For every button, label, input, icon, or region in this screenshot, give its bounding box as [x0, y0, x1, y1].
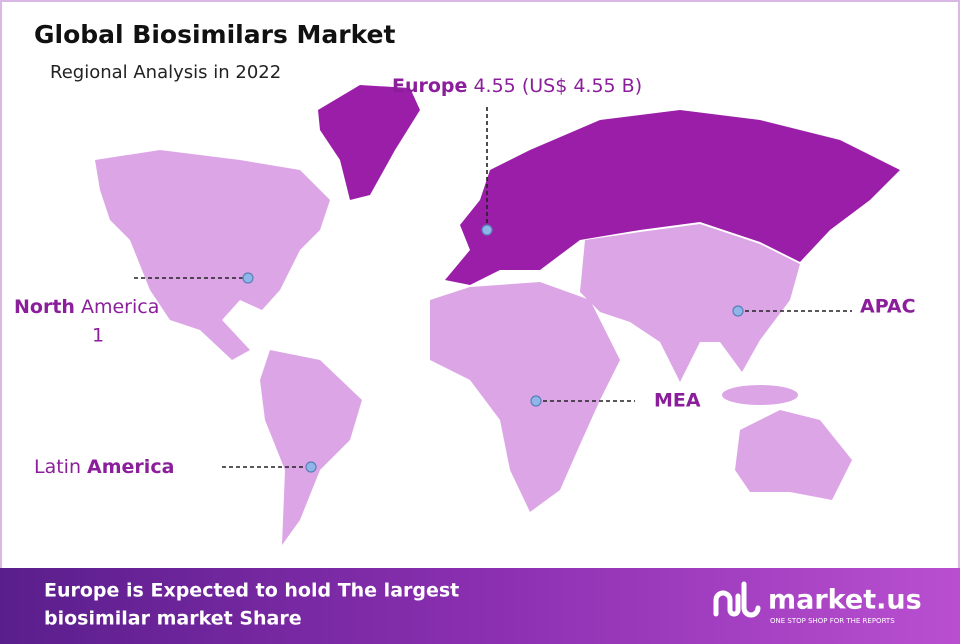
region-marker — [530, 395, 542, 407]
region-label: North America — [14, 296, 159, 318]
region-value: 4.55 (US$ 4.55 B) — [473, 75, 642, 97]
region-name: America — [87, 456, 174, 478]
world-map — [95, 85, 900, 545]
subtitle: Regional Analysis in 2022 — [50, 62, 281, 83]
footer-headline: biosimilar market Share — [44, 608, 302, 630]
region-name: Europe — [392, 75, 467, 97]
callouts — [134, 106, 852, 473]
title: Global Biosimilars Market — [34, 20, 396, 49]
region-label: Europe 4.55 (US$ 4.55 B) — [392, 75, 642, 97]
region-label: MEA — [654, 390, 701, 412]
footer-headline: Europe is Expected to hold The largest — [44, 580, 459, 602]
region-marker — [481, 224, 493, 236]
region-marker — [732, 305, 744, 317]
region-name: America — [81, 296, 159, 318]
footer-band — [0, 568, 960, 644]
region-label: Latin America — [34, 456, 174, 478]
brand-name: market.us — [768, 585, 922, 616]
brand-logo: market.us ONE STOP SHOP FOR THE REPORTS — [713, 581, 922, 625]
region-marker — [242, 272, 254, 284]
region-value: 1 — [92, 325, 104, 347]
region-marker — [305, 461, 317, 473]
region-name: Latin — [34, 456, 81, 478]
region-label: APAC — [860, 296, 916, 318]
region-name: North — [14, 296, 75, 318]
brand-tagline: ONE STOP SHOP FOR THE REPORTS — [770, 617, 895, 625]
